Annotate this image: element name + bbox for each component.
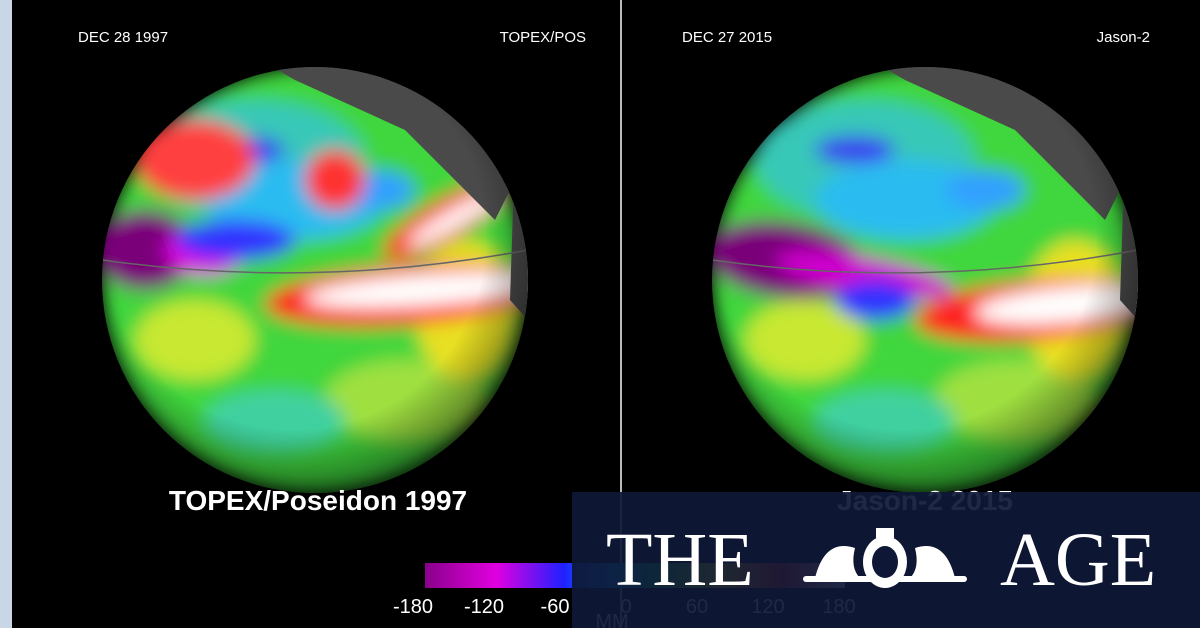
logo-text: THE <box>606 518 754 602</box>
logo-crest <box>803 528 967 588</box>
panel-source: TOPEX/POS <box>500 29 586 46</box>
panel-caption: TOPEX/Poseidon 1997 <box>169 485 467 516</box>
globe <box>102 67 528 493</box>
logo-text: AGE <box>1000 518 1156 602</box>
panel-date: DEC 27 2015 <box>682 29 772 46</box>
colorbar-tick: -60 <box>541 596 570 618</box>
panel-date: DEC 28 1997 <box>78 29 168 46</box>
colorbar-tick: -180 <box>393 596 433 618</box>
panel-source: Jason-2 <box>1097 29 1150 46</box>
left-edge <box>0 0 12 628</box>
colorbar-tick: -120 <box>464 596 504 618</box>
